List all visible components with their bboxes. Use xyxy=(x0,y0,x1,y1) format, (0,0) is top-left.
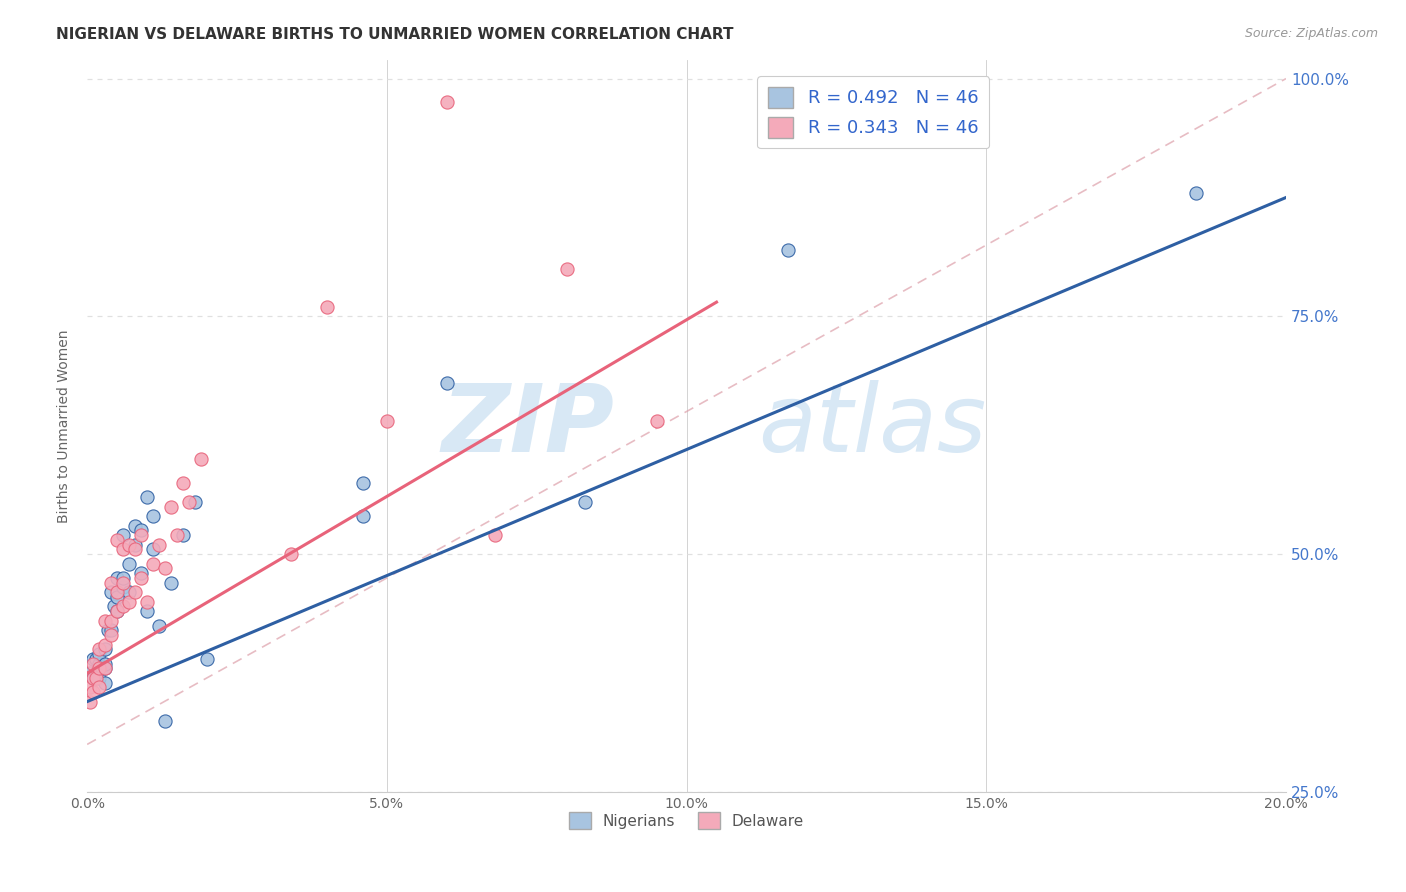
Text: NIGERIAN VS DELAWARE BIRTHS TO UNMARRIED WOMEN CORRELATION CHART: NIGERIAN VS DELAWARE BIRTHS TO UNMARRIED… xyxy=(56,27,734,42)
Point xyxy=(352,475,374,490)
Point xyxy=(79,666,101,681)
Point xyxy=(105,533,128,547)
Point xyxy=(94,657,117,671)
Point xyxy=(555,261,578,276)
Point xyxy=(112,599,135,614)
Point xyxy=(190,452,212,467)
Point xyxy=(124,542,146,557)
Point xyxy=(89,671,111,685)
Point xyxy=(105,571,128,585)
Point xyxy=(136,490,159,504)
Point xyxy=(100,585,122,599)
Point xyxy=(112,571,135,585)
Point xyxy=(129,571,152,585)
Point xyxy=(89,647,111,661)
Point xyxy=(82,685,104,699)
Point xyxy=(645,414,668,428)
Point xyxy=(89,681,111,695)
Point xyxy=(105,604,128,618)
Point xyxy=(142,509,165,524)
Point xyxy=(112,575,135,590)
Point xyxy=(153,561,176,575)
Point xyxy=(124,538,146,552)
Point xyxy=(124,585,146,599)
Point xyxy=(436,376,458,390)
Point xyxy=(778,243,800,257)
Point xyxy=(124,518,146,533)
Y-axis label: Births to Unmarried Women: Births to Unmarried Women xyxy=(58,329,72,523)
Point xyxy=(79,695,101,709)
Point xyxy=(129,528,152,542)
Point xyxy=(142,557,165,571)
Point xyxy=(184,495,207,509)
Point xyxy=(136,604,159,618)
Point xyxy=(112,581,135,595)
Point xyxy=(375,414,398,428)
Point xyxy=(208,809,231,823)
Point xyxy=(100,624,122,638)
Point xyxy=(352,509,374,524)
Point xyxy=(94,642,117,657)
Point xyxy=(100,614,122,628)
Point xyxy=(160,575,183,590)
Point xyxy=(89,661,111,675)
Point xyxy=(112,528,135,542)
Point xyxy=(103,599,125,614)
Point xyxy=(129,524,152,538)
Point xyxy=(100,575,122,590)
Point xyxy=(484,528,506,542)
Point xyxy=(172,528,194,542)
Point xyxy=(675,809,697,823)
Point xyxy=(243,847,266,861)
Point xyxy=(82,671,104,685)
Point xyxy=(177,495,200,509)
Point xyxy=(94,661,117,675)
Text: atlas: atlas xyxy=(758,380,987,471)
Point xyxy=(118,595,141,609)
Text: Source: ZipAtlas.com: Source: ZipAtlas.com xyxy=(1244,27,1378,40)
Point xyxy=(316,300,339,314)
Point xyxy=(94,638,117,652)
Point xyxy=(172,475,194,490)
Point xyxy=(112,542,135,557)
Point xyxy=(574,495,596,509)
Point xyxy=(105,590,128,604)
Point xyxy=(91,661,114,675)
Point xyxy=(79,681,101,695)
Point xyxy=(160,500,183,514)
Point xyxy=(94,614,117,628)
Point xyxy=(84,671,107,685)
Text: ZIP: ZIP xyxy=(441,380,614,472)
Point xyxy=(136,595,159,609)
Point xyxy=(166,814,188,828)
Point xyxy=(89,657,111,671)
Point xyxy=(89,642,111,657)
Point xyxy=(100,628,122,642)
Point xyxy=(84,666,107,681)
Point xyxy=(97,624,120,638)
Point xyxy=(118,557,141,571)
Point xyxy=(94,675,117,690)
Point xyxy=(129,566,152,581)
Point xyxy=(118,538,141,552)
Point xyxy=(82,652,104,666)
Point xyxy=(105,604,128,618)
Point xyxy=(82,657,104,671)
Point xyxy=(148,618,170,632)
Point xyxy=(195,652,218,666)
Point xyxy=(280,547,302,561)
Point xyxy=(84,652,107,666)
Point xyxy=(94,661,117,675)
Point xyxy=(166,528,188,542)
Point xyxy=(153,714,176,728)
Legend: Nigerians, Delaware: Nigerians, Delaware xyxy=(562,805,810,836)
Point xyxy=(436,95,458,110)
Point xyxy=(148,538,170,552)
Point xyxy=(105,585,128,599)
Point xyxy=(82,671,104,685)
Point xyxy=(118,585,141,599)
Point xyxy=(1185,186,1208,200)
Point xyxy=(142,542,165,557)
